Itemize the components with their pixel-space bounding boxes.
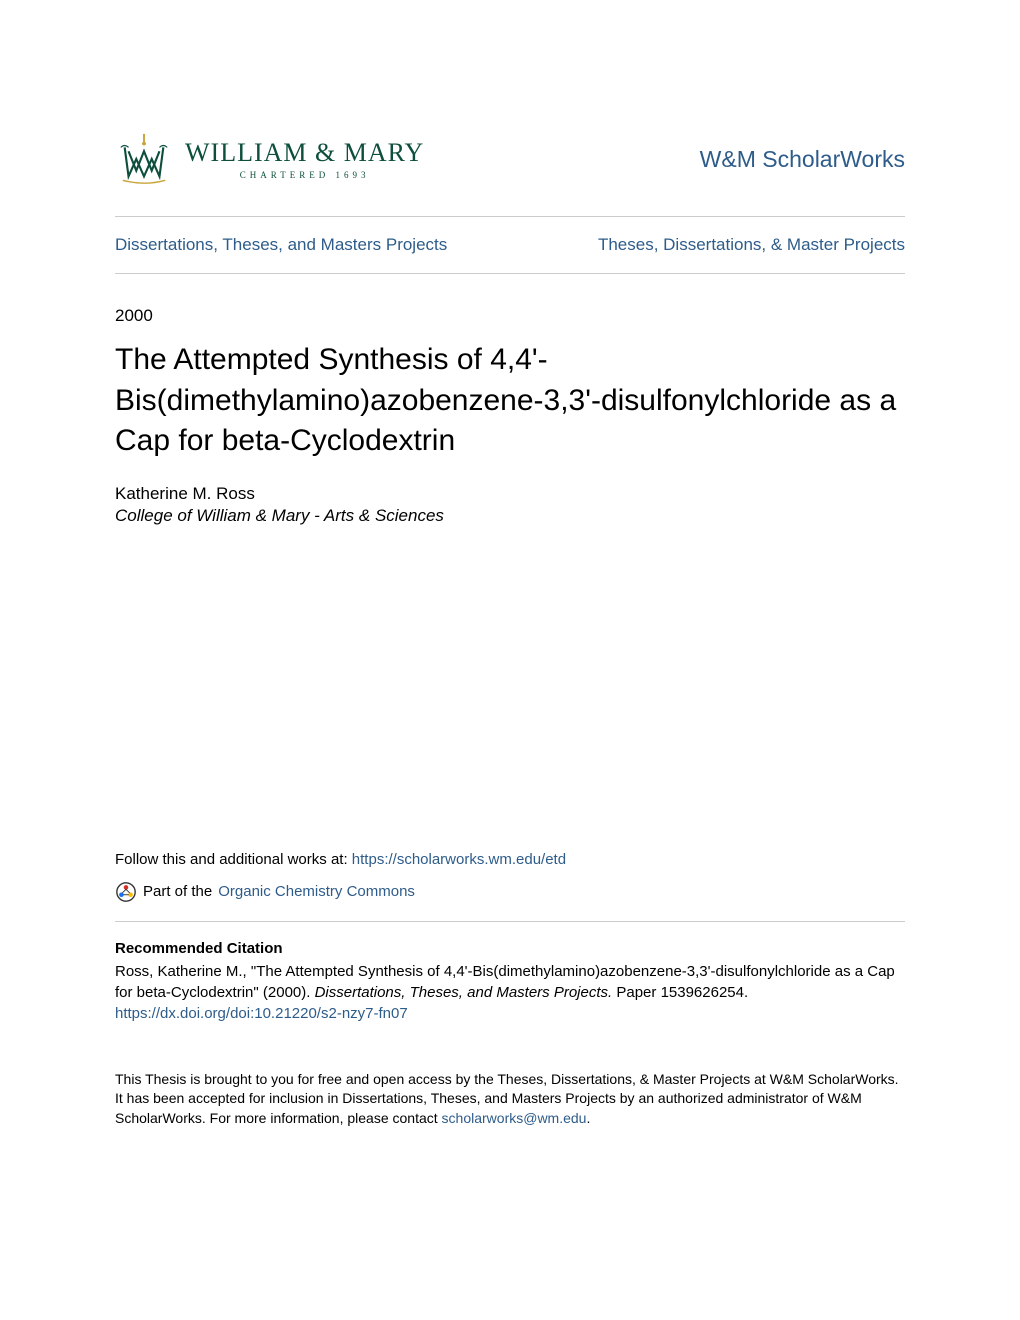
partof-row: Part of the Organic Chemistry Commons <box>115 881 905 922</box>
author-affiliation: College of William & Mary - Arts & Scien… <box>115 506 905 526</box>
partof-prefix: Part of the <box>143 883 212 900</box>
citation-text: Ross, Katherine M., "The Attempted Synth… <box>115 961 905 1003</box>
follow-prefix: Follow this and additional works at: <box>115 851 352 868</box>
logo-subtitle: CHARTERED 1693 <box>185 170 424 180</box>
author-name: Katherine M. Ross <box>115 484 905 504</box>
follow-url-link[interactable]: https://scholarworks.wm.edu/etd <box>352 851 566 868</box>
publication-year: 2000 <box>115 306 905 326</box>
page-title: The Attempted Synthesis of 4,4'-Bis(dime… <box>115 340 905 462</box>
scholarworks-link[interactable]: W&M ScholarWorks <box>700 146 905 173</box>
citation-heading: Recommended Citation <box>115 940 905 957</box>
logo-block[interactable]: WILLIAM & MARY CHARTERED 1693 <box>115 130 424 188</box>
logo-title: WILLIAM & MARY <box>185 138 424 168</box>
breadcrumb-community-link[interactable]: Theses, Dissertations, & Master Projects <box>598 235 905 255</box>
breadcrumb-row: Dissertations, Theses, and Masters Proje… <box>115 217 905 274</box>
doi-link[interactable]: https://dx.doi.org/doi:10.21220/s2-nzy7-… <box>115 1005 905 1022</box>
header-row: WILLIAM & MARY CHARTERED 1693 W&M Schola… <box>115 130 905 217</box>
follow-section: Follow this and additional works at: htt… <box>115 851 905 922</box>
breadcrumb-collection-link[interactable]: Dissertations, Theses, and Masters Proje… <box>115 235 447 255</box>
footer-after-email: . <box>586 1110 590 1126</box>
contact-email-link[interactable]: scholarworks@wm.edu <box>442 1110 587 1126</box>
network-icon <box>115 881 137 903</box>
commons-link[interactable]: Organic Chemistry Commons <box>218 883 415 900</box>
citation-after: Paper 1539626254. <box>612 984 748 1001</box>
citation-italic: Dissertations, Theses, and Masters Proje… <box>315 984 613 1001</box>
logo-text: WILLIAM & MARY CHARTERED 1693 <box>185 138 424 180</box>
footer-text: This Thesis is brought to you for free a… <box>115 1070 905 1129</box>
wm-cipher-icon <box>115 130 173 188</box>
